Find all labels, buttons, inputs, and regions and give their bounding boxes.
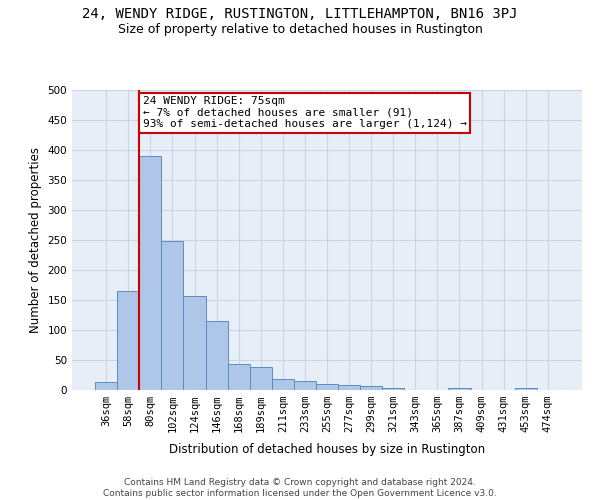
Bar — [360, 386, 382, 390]
Bar — [206, 321, 227, 390]
Bar — [316, 384, 338, 390]
Bar — [515, 388, 537, 390]
Bar — [161, 241, 184, 390]
Bar — [294, 381, 316, 390]
Bar — [184, 296, 206, 390]
Text: Size of property relative to detached houses in Rustington: Size of property relative to detached ho… — [118, 22, 482, 36]
Bar — [227, 364, 250, 390]
Text: Contains HM Land Registry data © Crown copyright and database right 2024.
Contai: Contains HM Land Registry data © Crown c… — [103, 478, 497, 498]
Bar — [117, 291, 139, 390]
Y-axis label: Number of detached properties: Number of detached properties — [29, 147, 42, 333]
Bar — [272, 379, 294, 390]
Text: Distribution of detached houses by size in Rustington: Distribution of detached houses by size … — [169, 442, 485, 456]
Bar — [95, 382, 117, 390]
Bar — [448, 388, 470, 390]
Bar — [338, 384, 360, 390]
Bar — [250, 366, 272, 390]
Text: 24 WENDY RIDGE: 75sqm
← 7% of detached houses are smaller (91)
93% of semi-detac: 24 WENDY RIDGE: 75sqm ← 7% of detached h… — [143, 96, 467, 129]
Text: 24, WENDY RIDGE, RUSTINGTON, LITTLEHAMPTON, BN16 3PJ: 24, WENDY RIDGE, RUSTINGTON, LITTLEHAMPT… — [82, 8, 518, 22]
Bar — [382, 388, 404, 390]
Bar — [139, 156, 161, 390]
